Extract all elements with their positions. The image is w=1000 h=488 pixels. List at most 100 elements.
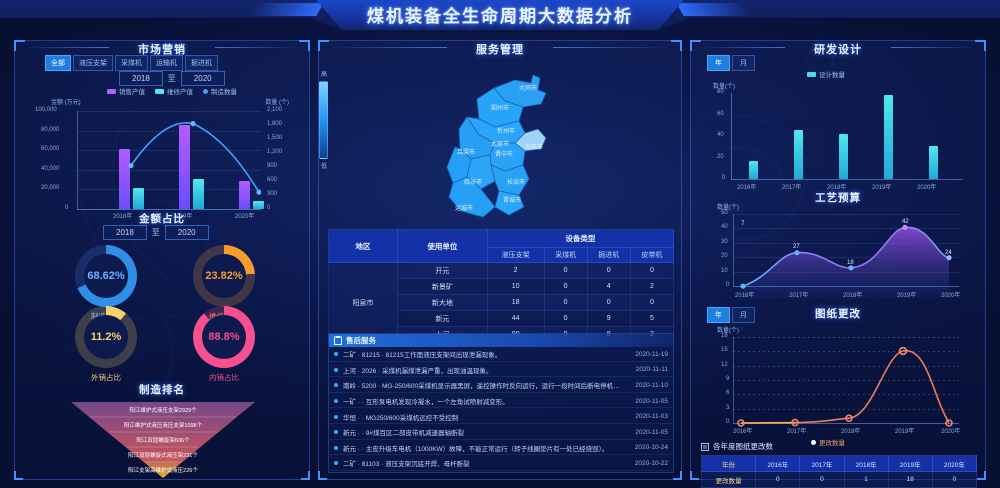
bar-design-2019[interactable] — [884, 95, 893, 179]
ranking-row-2[interactable]: 阳江维护式液压液压支架1098个 — [123, 422, 203, 429]
legend-change-count[interactable]: 更改数量 — [811, 437, 845, 447]
market-year-to[interactable]: 2020 — [180, 71, 225, 86]
bar-repair-2019[interactable] — [193, 178, 204, 209]
map-legend-bar[interactable] — [319, 81, 328, 159]
drawing-change-table[interactable]: 年份 2016年 2017年 2018年 2019年 2020年 更改数量 0 … — [700, 455, 978, 488]
amount-year-from[interactable]: 2018 — [103, 225, 147, 240]
design-title-text: 研发设计 — [814, 44, 862, 56]
after-sales-header: 售后服务 — [329, 334, 673, 347]
cell-v3: 0 — [586, 294, 631, 311]
cell-v4: 5 — [629, 310, 675, 327]
bar-design-2018[interactable] — [839, 133, 848, 179]
y2tick-1500: 1,500 — [267, 135, 283, 141]
legend-label-count: 制造数量 — [211, 89, 237, 96]
bar-design-2016[interactable] — [749, 160, 758, 179]
craft-ytick-10: 10 — [721, 267, 728, 274]
ranking-row-1[interactable]: 阳江维护式液压支架2929个 — [129, 407, 197, 414]
ranking-row-3[interactable]: 阳江双层螺旋架606个 — [136, 437, 190, 444]
legend-manufacture-count[interactable]: 制造数量 — [203, 86, 237, 96]
clipboard-icon — [334, 336, 342, 345]
shanxi-map[interactable]: 大同市 朔州市 忻州市 太原市 阳泉市 吕梁市 晋中市 临汾市 长治市 晋城市 … — [319, 55, 683, 225]
cell-v1: 44 — [486, 310, 545, 327]
map-label-shuozhou: 朔州市 — [491, 106, 510, 112]
bar-sales-2020[interactable] — [239, 180, 250, 209]
cell-v1: 2 — [486, 262, 545, 279]
th-year: 年份 — [700, 455, 757, 472]
cell-2018: 1 — [843, 471, 889, 488]
legend-design-count[interactable]: 设计数量 — [807, 69, 845, 79]
th-2017: 2017年 — [799, 455, 845, 472]
list-item[interactable]: 二矿 · 81215 · 81215工作面液压支架间出现泄漏现象。 2020-11… — [329, 348, 673, 362]
bar-repair-2018[interactable] — [133, 188, 144, 209]
shanxi-map-svg[interactable] — [319, 55, 683, 225]
tab-hydraulic-support[interactable]: 液压支架 — [73, 55, 113, 71]
bar-design-2017[interactable] — [794, 129, 803, 179]
list-item[interactable]: 上河 · 2026 · 采煤机漏煤泄漏严重，出现油温现象。 2020-11-11 — [329, 364, 673, 378]
service-table[interactable]: 地区 使用单位 设备类型 液压支架 采煤机 掘进机 皮带机 阳泉市 开元 2 0 — [328, 229, 675, 343]
map-label-yuncheng: 运城市 — [455, 206, 474, 212]
drawing-table-caption: 各年度图纸更改数 — [713, 442, 773, 451]
market-filter-tabs[interactable]: 全部 液压支架 采煤机 运输机 掘进机 — [45, 55, 218, 71]
list-item[interactable]: 南岭 · 5200 · MG-250/600采煤机显示器黑屏，遥控操作时反向运行… — [329, 379, 673, 393]
center-panel: 服务管理 高 低 大同市 朔州市 忻州市 太原市 阳泉市 吕梁市 — [318, 40, 682, 480]
table-row[interactable]: 新景矿 10 0 4 2 — [329, 278, 675, 295]
donut-repair-value: 23.82% — [202, 254, 246, 298]
map-label-xinzhou: 忻州市 — [497, 129, 516, 135]
drawing-title-text: 图纸更改 — [815, 308, 861, 320]
drawing-xtick-2016: 2016年 — [733, 429, 753, 435]
bar-repair-2020[interactable] — [253, 201, 264, 209]
th-2019: 2019年 — [887, 455, 933, 472]
amount-year-to[interactable]: 2020 — [164, 225, 209, 240]
ranking-row-4[interactable]: 阳江双层螺旋式液压架231个 — [128, 452, 198, 459]
market-year-range[interactable]: 2018 至 2020 — [119, 71, 225, 86]
drawing-xtick-2019: 2019年 — [895, 429, 915, 435]
xtick-2018: 2018年 — [113, 214, 133, 220]
tab-design-month[interactable]: 月 — [732, 55, 755, 71]
ranking-row-5[interactable]: 阳江支架高维护式液压226个 — [128, 467, 198, 474]
craft-ytick-30: 30 — [721, 238, 728, 245]
amount-year-range[interactable]: 2018 至 2020 — [103, 225, 209, 240]
th-2016: 2016年 — [755, 455, 801, 472]
bar-sales-2019[interactable] — [179, 124, 190, 209]
tab-roadheader[interactable]: 掘进机 — [185, 55, 218, 71]
donut-manufacture-amount[interactable]: 68.62% — [75, 245, 137, 307]
tab-all[interactable]: 全部 — [45, 55, 71, 71]
table-row[interactable]: 新元 44 0 9 5 — [329, 310, 675, 327]
list-icon — [701, 442, 709, 451]
donut-export-label: 外销占比 — [91, 373, 121, 382]
tab-drawing-year[interactable]: 年 — [707, 307, 730, 323]
cell-unit: 新景矿 — [397, 278, 488, 295]
cell-v4: 0 — [629, 262, 675, 279]
list-item[interactable]: 新元 · · 9#煤百区二部皮带机减速器轴断裂 2020-11-05 — [329, 426, 673, 440]
legend-repair-value[interactable]: 维修产值 — [155, 86, 193, 96]
table-row[interactable]: 更改数量 0 0 1 18 0 — [700, 471, 978, 488]
map-label-lvliang: 吕梁市 — [457, 150, 476, 156]
tab-conveyor[interactable]: 运输机 — [150, 55, 183, 71]
tab-coal-mining-machine[interactable]: 采煤机 — [115, 55, 148, 71]
donut-export-ratio[interactable]: 11.2% — [75, 306, 137, 368]
market-title-text: 市场营销 — [138, 44, 186, 56]
list-item[interactable]: 新元 · · 主皮升级车电机（1000KW）故障，不能正常运行（转子线圈垫片有一… — [329, 442, 673, 456]
table-row[interactable]: 新大地 18 0 0 0 — [329, 294, 675, 311]
bullet-icon — [334, 430, 338, 435]
news-text: 新元 · · 9#煤百区二部皮带机减速器轴断裂 — [343, 430, 464, 438]
list-item[interactable]: 二矿 · 81103 · 液压支架沉底开焊、母杆断裂 2020-10-22 — [329, 457, 673, 471]
legend-sales-value[interactable]: 销售产值 — [107, 86, 145, 96]
table-row[interactable]: 阳泉市 开元 2 0 0 0 — [328, 262, 675, 343]
drawing-period-tabs[interactable]: 年 月 — [707, 307, 755, 323]
th-2020: 2020年 — [931, 455, 978, 472]
bullet-icon — [334, 414, 338, 419]
donut-domestic-ratio[interactable]: 88.8% — [193, 306, 255, 368]
y2tick-0: 0 — [267, 205, 271, 211]
tab-design-year[interactable]: 年 — [707, 55, 730, 71]
list-item[interactable]: 华恒 · · MG250/600采煤机远控不受控制 2020-11-03 — [329, 410, 673, 424]
donut-repair-amount[interactable]: 23.82% — [193, 245, 255, 307]
design-ytick-40: 40 — [717, 132, 724, 138]
tab-drawing-month[interactable]: 月 — [732, 307, 755, 323]
bar-sales-2018[interactable] — [119, 149, 130, 209]
market-year-from[interactable]: 2018 — [119, 71, 163, 86]
drawing-ytick-18: 18 — [721, 333, 728, 339]
design-period-tabs[interactable]: 年 月 — [707, 55, 755, 71]
bar-design-2020[interactable] — [929, 145, 938, 179]
list-item[interactable]: 一矿 · · 互形泵电机发现冷凝水，一个左角试喷射减变形。 2020-11-05 — [329, 395, 673, 409]
